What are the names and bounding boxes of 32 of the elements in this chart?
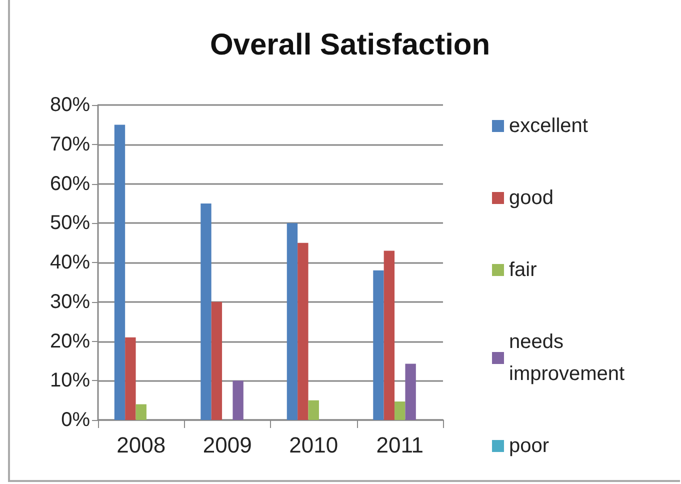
y-tick-label: 30% bbox=[50, 290, 90, 313]
legend-label: excellent bbox=[509, 115, 588, 137]
y-tick-label: 10% bbox=[50, 370, 90, 392]
y-tick-label: 70% bbox=[50, 133, 90, 156]
bar bbox=[200, 203, 212, 420]
y-tick-label: 80% bbox=[50, 94, 90, 116]
bar bbox=[405, 364, 416, 420]
y-tick-label: 20% bbox=[50, 330, 90, 352]
y-tick-label: 50% bbox=[50, 212, 90, 234]
legend-label: poor bbox=[509, 435, 550, 457]
bar bbox=[114, 124, 126, 420]
x-tick-label: 2010 bbox=[289, 432, 338, 458]
bar bbox=[308, 400, 319, 420]
x-tick-label: 2008 bbox=[116, 432, 166, 458]
x-tick-label: 2011 bbox=[376, 432, 424, 458]
legend-label: fair bbox=[509, 259, 538, 281]
legend-label: needs improvement bbox=[509, 331, 626, 385]
bar bbox=[298, 242, 308, 420]
bar bbox=[286, 223, 298, 420]
legend-label: good bbox=[509, 187, 554, 209]
chart-title: Overall Satisfaction bbox=[210, 28, 490, 62]
bar bbox=[232, 380, 244, 420]
y-tick-label: 40% bbox=[50, 252, 90, 274]
y-tick-label: 60% bbox=[50, 172, 90, 195]
bar bbox=[125, 337, 136, 420]
x-tick-label: 2009 bbox=[202, 432, 252, 458]
bar bbox=[373, 270, 384, 420]
bar bbox=[136, 404, 146, 420]
bar bbox=[211, 302, 222, 420]
bar bbox=[394, 401, 406, 420]
bar bbox=[384, 250, 395, 420]
y-tick-label: 0% bbox=[61, 409, 90, 431]
